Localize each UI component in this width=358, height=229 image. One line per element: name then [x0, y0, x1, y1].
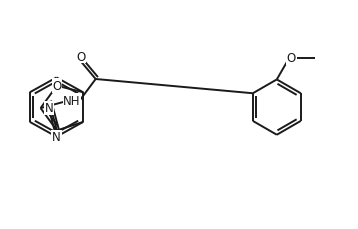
Text: O: O — [76, 50, 85, 63]
Text: NH: NH — [63, 94, 81, 107]
Text: O: O — [52, 80, 62, 93]
Text: N: N — [52, 131, 61, 144]
Text: O: O — [287, 52, 296, 65]
Text: N: N — [45, 102, 53, 115]
